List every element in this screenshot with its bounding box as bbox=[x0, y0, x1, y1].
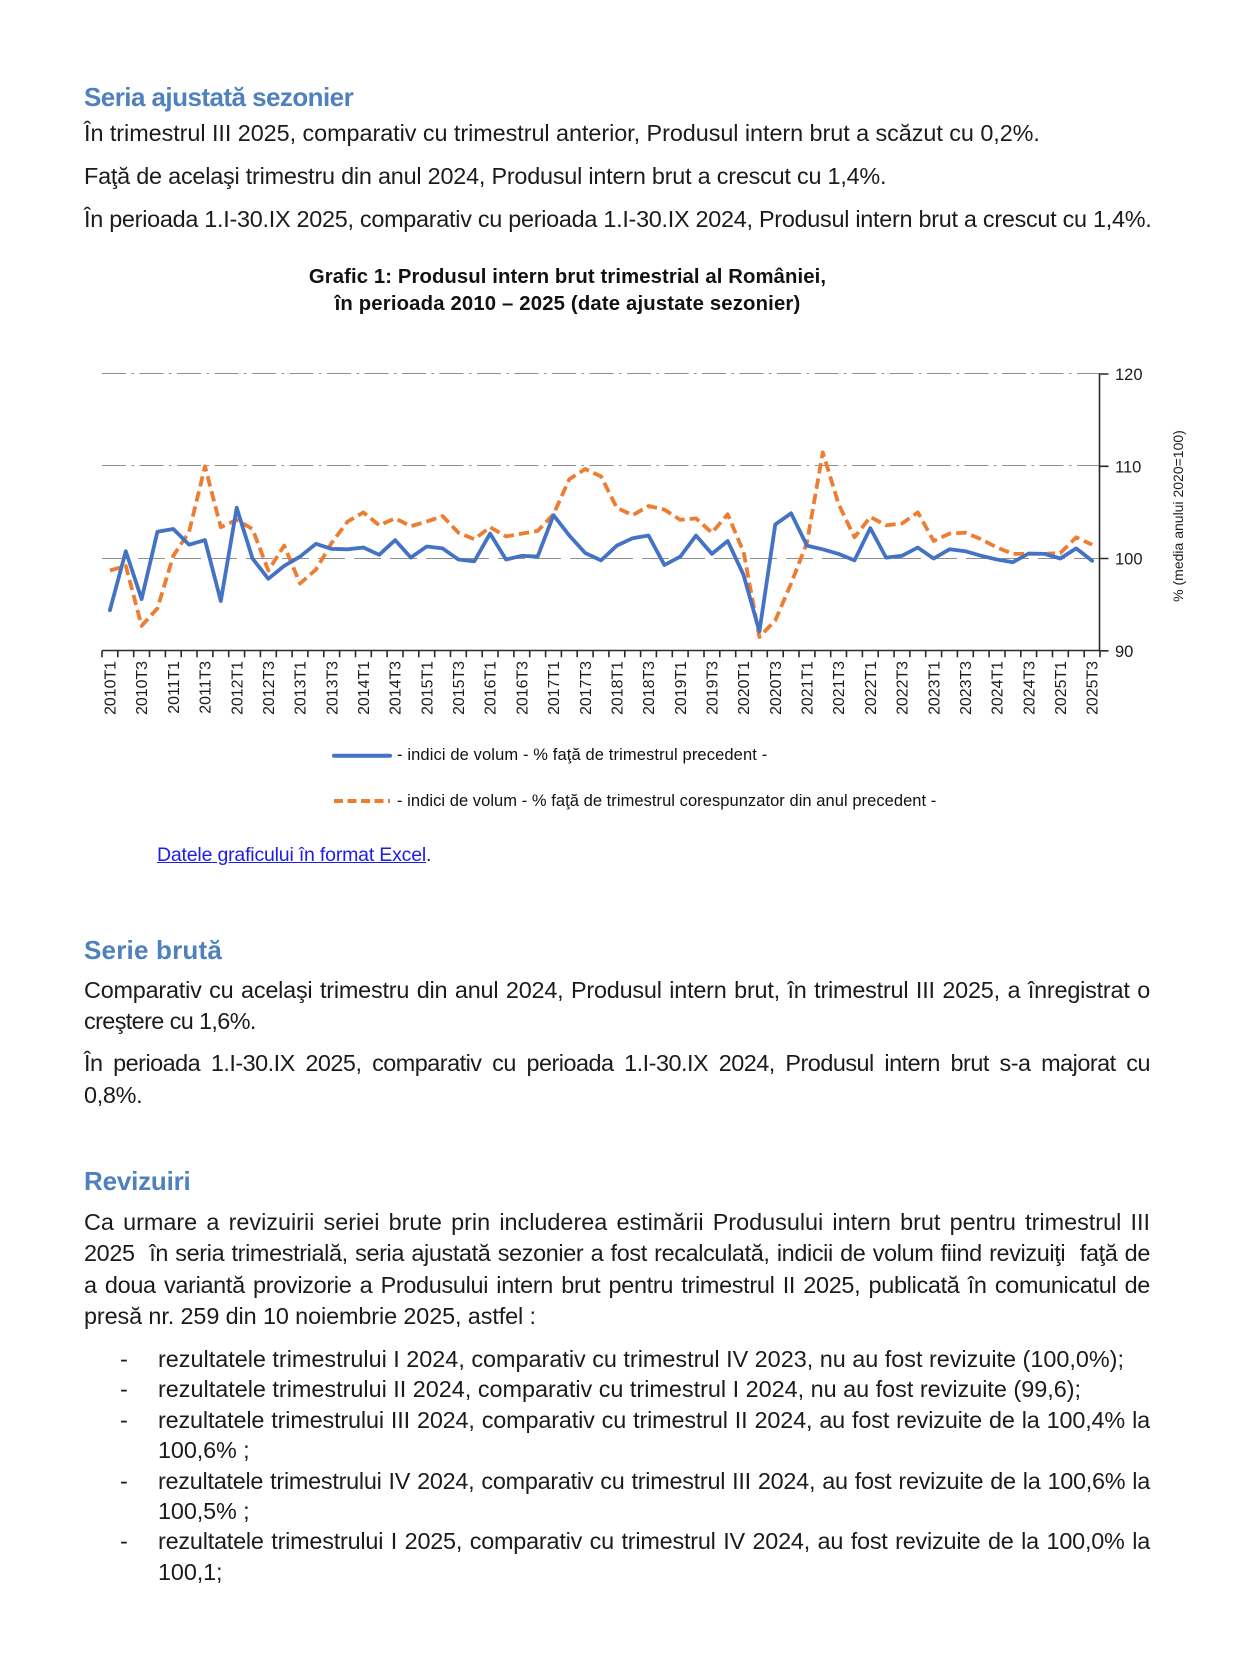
svg-text:2015T3: 2015T3 bbox=[451, 661, 468, 715]
svg-text:2024T1: 2024T1 bbox=[990, 661, 1007, 715]
svg-text:2025T3: 2025T3 bbox=[1085, 661, 1102, 715]
svg-text:2015T1: 2015T1 bbox=[419, 661, 436, 715]
svg-text:2025T1: 2025T1 bbox=[1053, 661, 1070, 715]
svg-text:2016T1: 2016T1 bbox=[483, 661, 500, 715]
svg-text:2022T3: 2022T3 bbox=[895, 661, 912, 715]
svg-text:2024T3: 2024T3 bbox=[1021, 661, 1038, 715]
svg-text:2021T3: 2021T3 bbox=[831, 661, 848, 715]
svg-text:2014T1: 2014T1 bbox=[356, 661, 373, 715]
svg-text:2019T3: 2019T3 bbox=[705, 661, 722, 715]
svg-text:2020T1: 2020T1 bbox=[736, 661, 753, 715]
svg-text:2022T1: 2022T1 bbox=[863, 661, 880, 715]
svg-text:100: 100 bbox=[1115, 551, 1143, 569]
svg-text:% (media anului 2020=100): % (media anului 2020=100) bbox=[1170, 430, 1186, 602]
svg-text:2019T1: 2019T1 bbox=[673, 661, 690, 715]
svg-text:2012T1: 2012T1 bbox=[229, 661, 246, 715]
svg-text:2010T1: 2010T1 bbox=[103, 661, 120, 715]
svg-text:2011T1: 2011T1 bbox=[166, 661, 183, 714]
svg-text:2016T3: 2016T3 bbox=[514, 661, 531, 715]
svg-text:2021T1: 2021T1 bbox=[800, 661, 817, 715]
svg-text:2018T3: 2018T3 bbox=[641, 661, 658, 715]
svg-text:90: 90 bbox=[1115, 643, 1133, 661]
svg-text:2010T3: 2010T3 bbox=[134, 661, 151, 715]
svg-text:2020T3: 2020T3 bbox=[768, 661, 785, 715]
svg-text:110: 110 bbox=[1115, 458, 1141, 476]
svg-text:2023T1: 2023T1 bbox=[926, 661, 943, 715]
svg-text:120: 120 bbox=[1115, 366, 1143, 384]
svg-text:2014T3: 2014T3 bbox=[388, 661, 405, 715]
svg-text:2018T1: 2018T1 bbox=[609, 661, 626, 715]
svg-text:2011T3: 2011T3 bbox=[198, 661, 215, 714]
svg-text:2013T3: 2013T3 bbox=[324, 661, 341, 715]
svg-text:2012T3: 2012T3 bbox=[261, 661, 278, 715]
svg-text:2013T1: 2013T1 bbox=[293, 661, 310, 715]
svg-text:2017T1: 2017T1 bbox=[546, 661, 563, 715]
svg-text:2017T3: 2017T3 bbox=[578, 661, 595, 715]
svg-text:2023T3: 2023T3 bbox=[958, 661, 975, 715]
